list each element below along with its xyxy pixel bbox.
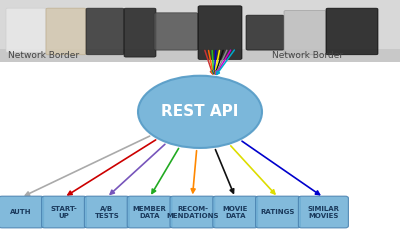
Text: AUTH: AUTH xyxy=(10,209,32,215)
Text: Network Border: Network Border xyxy=(272,51,343,60)
FancyBboxPatch shape xyxy=(154,13,198,50)
Text: SIMILAR
MOVIES: SIMILAR MOVIES xyxy=(307,206,339,219)
Text: RATINGS: RATINGS xyxy=(261,209,295,215)
Text: START-
UP: START- UP xyxy=(51,206,77,219)
Bar xyxy=(0,49,400,62)
Text: REST API: REST API xyxy=(161,104,239,119)
FancyBboxPatch shape xyxy=(127,196,172,228)
FancyBboxPatch shape xyxy=(46,8,86,55)
FancyBboxPatch shape xyxy=(84,196,129,228)
FancyBboxPatch shape xyxy=(0,196,44,228)
FancyBboxPatch shape xyxy=(198,6,242,59)
FancyBboxPatch shape xyxy=(42,196,86,228)
FancyBboxPatch shape xyxy=(256,196,300,228)
FancyBboxPatch shape xyxy=(6,8,46,52)
FancyBboxPatch shape xyxy=(326,8,378,55)
FancyBboxPatch shape xyxy=(298,196,348,228)
Text: A/B
TESTS: A/B TESTS xyxy=(94,206,119,219)
Circle shape xyxy=(138,76,262,148)
Text: RECOM-
MENDATIONS: RECOM- MENDATIONS xyxy=(166,206,219,219)
FancyBboxPatch shape xyxy=(86,8,124,55)
Text: Network Border: Network Border xyxy=(8,51,79,60)
Bar xyxy=(0,0,400,61)
Text: MOVIE
DATA: MOVIE DATA xyxy=(222,206,248,219)
Text: MEMBER
DATA: MEMBER DATA xyxy=(133,206,166,219)
FancyBboxPatch shape xyxy=(284,10,326,55)
FancyBboxPatch shape xyxy=(124,8,156,57)
FancyBboxPatch shape xyxy=(170,196,215,228)
FancyBboxPatch shape xyxy=(246,15,284,50)
FancyBboxPatch shape xyxy=(213,196,258,228)
